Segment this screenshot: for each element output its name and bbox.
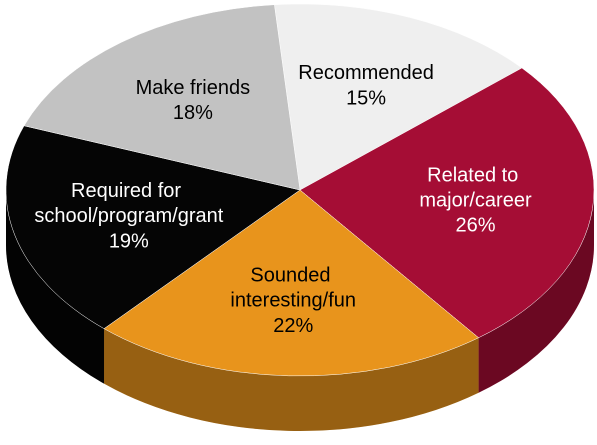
value-label: 26%	[455, 215, 495, 237]
slice-side-shade	[6, 190, 105, 384]
label-line: Recommended	[298, 62, 434, 84]
slice-side	[104, 328, 479, 431]
slice	[5, 125, 301, 329]
slice-side	[478, 190, 594, 393]
slice-side-shade	[104, 328, 479, 431]
label-line: interesting/fun	[230, 290, 356, 312]
slice-label: Make friends	[136, 77, 251, 99]
label-line: Required for	[71, 180, 187, 202]
slice-label: Sounded interesting/fun	[230, 265, 356, 312]
slice-label: Recommended	[298, 62, 434, 84]
label-line: Sounded	[250, 265, 336, 287]
slice-label: Related to major/career	[419, 165, 532, 212]
value-label: 19%	[109, 230, 149, 252]
slice-side	[6, 190, 105, 384]
value-label: 22%	[273, 315, 313, 337]
value-label: 18%	[173, 102, 213, 124]
label-line: Make friends	[136, 77, 251, 99]
slice	[103, 189, 480, 377]
label-line: major/career	[419, 190, 532, 212]
slice	[23, 4, 301, 191]
label-line: Related to	[427, 165, 524, 187]
value-label: 15%	[346, 87, 386, 109]
slice	[274, 3, 523, 191]
slice-label: Required for school/program/grant	[34, 180, 223, 227]
slice	[299, 67, 595, 339]
label-line: school/program/grant	[34, 205, 223, 227]
slice-side-shade	[478, 190, 594, 393]
